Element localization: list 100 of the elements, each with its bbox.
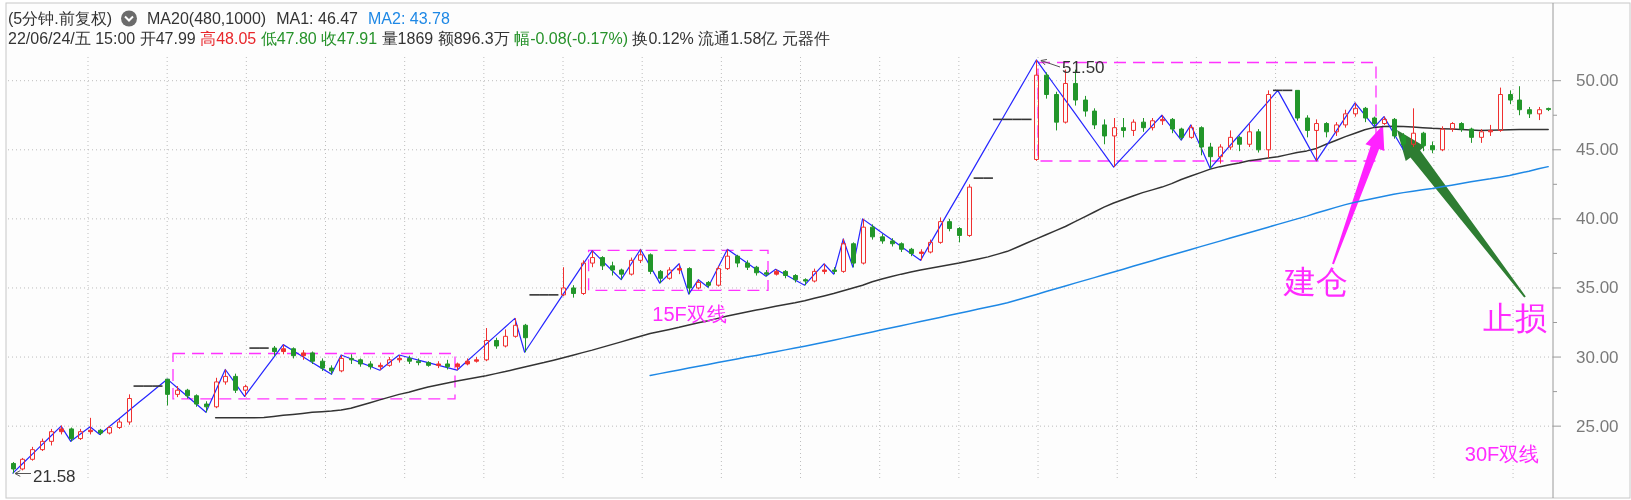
candlestick <box>1488 124 1493 137</box>
candlestick <box>59 424 64 435</box>
candlestick <box>1247 123 1252 148</box>
candlestick <box>1237 135 1242 152</box>
candlestick <box>349 353 354 365</box>
candlestick <box>812 268 817 283</box>
candlestick <box>1112 117 1117 168</box>
candlestick <box>436 360 441 369</box>
candlestick <box>494 337 499 350</box>
candlestick <box>1324 121 1329 138</box>
annotation: 30F双线 <box>1464 443 1540 465</box>
candlestick <box>1054 91 1059 131</box>
candlestick <box>590 250 595 268</box>
candlestick <box>1527 106 1532 119</box>
candlestick <box>1546 107 1551 112</box>
candlestick <box>127 393 132 426</box>
candlestick <box>716 265 721 288</box>
candlestick <box>204 400 209 413</box>
candlestick <box>1121 117 1126 138</box>
legend-title: MA20(480,1000) <box>147 10 267 27</box>
candlestick <box>1044 71 1049 100</box>
y-tick-label: 30.00 <box>1576 347 1619 367</box>
candlestick <box>243 384 248 397</box>
candlestick <box>600 255 605 271</box>
candlestick <box>1440 125 1445 152</box>
candlestick <box>1208 142 1213 169</box>
candlestick <box>774 268 779 277</box>
candlestick <box>426 360 431 368</box>
candlestick <box>1537 106 1542 121</box>
candlestick <box>909 247 914 257</box>
candlestick <box>281 344 286 355</box>
candlestick <box>764 269 769 277</box>
candlestick <box>233 373 238 394</box>
candlestick <box>947 218 952 232</box>
candlestick <box>49 428 54 446</box>
candlestick <box>358 357 363 368</box>
candlestick <box>629 257 634 277</box>
candlestick <box>301 349 306 361</box>
candlestick <box>1363 106 1368 123</box>
candlestick <box>899 241 904 253</box>
candlestick <box>523 323 528 353</box>
candlestick <box>291 346 296 359</box>
candlestick <box>638 248 643 264</box>
candlestick <box>465 357 470 366</box>
candlestick <box>1228 129 1233 151</box>
candlestick <box>677 263 682 275</box>
candlestick <box>320 357 325 372</box>
candlestick <box>397 354 402 364</box>
candlestick <box>571 284 576 299</box>
candlestick <box>735 254 740 268</box>
candlestick <box>1392 117 1397 140</box>
candlestick <box>88 417 93 435</box>
candlestick <box>1102 118 1107 145</box>
candlestick <box>1353 102 1358 118</box>
candlestick <box>407 355 412 365</box>
candlestick <box>667 266 672 281</box>
candlestick <box>822 263 827 275</box>
candlestick <box>513 317 518 339</box>
candlestick <box>928 239 933 254</box>
candlestick <box>30 446 35 462</box>
candlestick <box>870 223 875 241</box>
candlestick <box>832 266 837 275</box>
candlestick <box>919 248 924 261</box>
candlestick <box>223 368 228 386</box>
line-series <box>214 125 1549 419</box>
candlestick <box>1131 118 1136 137</box>
candlestick <box>117 418 122 430</box>
candlestick <box>1314 118 1319 162</box>
line-series <box>649 165 1549 377</box>
y-tick-label: 35.00 <box>1576 278 1619 298</box>
candlestick <box>194 393 199 408</box>
candlestick <box>1479 128 1484 144</box>
candlestick <box>484 327 489 362</box>
candlestick <box>561 266 566 297</box>
candlestick <box>387 356 392 368</box>
candlestick <box>1218 143 1223 165</box>
candlestick <box>185 388 190 400</box>
candlestick <box>696 279 701 290</box>
candlestick <box>1083 95 1088 118</box>
candlestick <box>658 269 663 284</box>
candlestick <box>107 425 112 435</box>
candlestick <box>1401 132 1406 151</box>
candlestick <box>368 360 373 370</box>
candlestick <box>861 218 866 265</box>
candlestick <box>1305 114 1310 138</box>
candlestick <box>1092 107 1097 130</box>
candlestick <box>339 354 344 373</box>
candlestick <box>329 364 334 375</box>
candlestick <box>1150 117 1155 131</box>
candlestick <box>175 385 180 398</box>
candlestick <box>610 261 615 277</box>
candlestick <box>880 233 885 245</box>
candlestick <box>310 351 315 365</box>
candlestick <box>1372 116 1377 128</box>
text: 22/06/24/五 15:00 开47.99 高48.05 低47.80 收47.91 量1869 额896.3万 幅-0.08(-0.17%) 换0.12% 流通1.58亿 元器件 <box>8 30 830 47</box>
candlestick <box>40 438 45 452</box>
candlestick <box>687 266 692 295</box>
candlestick <box>754 265 759 277</box>
candlestick <box>648 252 653 275</box>
candlestick <box>1256 128 1261 154</box>
